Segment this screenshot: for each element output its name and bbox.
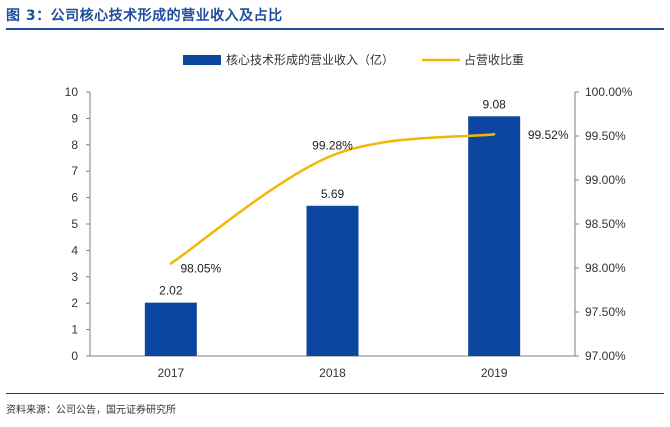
y-left-tick-label: 8: [71, 138, 78, 152]
x-tick-label: 2018: [319, 366, 346, 380]
y-left-tick-label: 0: [71, 349, 78, 363]
y-left-tick-label: 10: [65, 85, 79, 99]
x-tick-label: 2017: [157, 366, 184, 380]
y-left-tick-label: 9: [71, 111, 78, 125]
y-left-tick-label: 3: [71, 270, 78, 284]
line-point: [492, 133, 496, 136]
source-rule: [6, 393, 664, 394]
y-left-tick-label: 5: [71, 217, 78, 231]
line-data-label: 99.52%: [528, 128, 569, 142]
legend-bar-label: 核心技术形成的营业收入（亿）: [226, 52, 394, 67]
legend-line-label: 占营收比重: [464, 52, 524, 67]
y-left-tick-label: 4: [71, 243, 78, 257]
bar-data-label: 5.69: [321, 187, 345, 201]
bar: [468, 116, 521, 357]
y-right-tick-label: 98.50%: [585, 217, 626, 231]
y-right-tick-label: 99.50%: [585, 129, 626, 143]
line-point: [169, 262, 173, 265]
y-right-tick-label: 99.00%: [585, 173, 626, 187]
bar-data-label: 2.02: [159, 284, 183, 298]
line-data-label: 99.28%: [312, 138, 353, 152]
y-right-tick-label: 98.00%: [585, 261, 626, 275]
source-note: 资料来源：公司公告，国元证券研究所: [6, 405, 176, 416]
y-right-tick-label: 97.50%: [585, 305, 626, 319]
bar-series: 2.02 5.69 9.08: [144, 97, 521, 357]
bar: [144, 302, 197, 356]
y-right-tick-label: 97.00%: [585, 349, 626, 363]
line-series: 98.05% 99.28% 99.52%: [169, 128, 569, 276]
x-tick-label: 2019: [481, 366, 508, 380]
line-point: [331, 154, 334, 157]
legend-bar-swatch: [183, 55, 221, 65]
y-left-tick-label: 7: [71, 164, 78, 178]
bar: [306, 205, 359, 356]
legend: 核心技术形成的营业收入（亿） 占营收比重: [183, 52, 524, 67]
bar-data-label: 9.08: [482, 97, 506, 111]
figure-title: 图 3：公司核心技术形成的营业收入及占比: [6, 8, 283, 24]
y-right-tick-label: 100.00%: [585, 85, 633, 99]
line-data-label: 98.05%: [180, 262, 221, 276]
y-left-tick-label: 6: [71, 191, 78, 205]
title-rule: [6, 28, 664, 30]
y-left-tick-label: 2: [71, 296, 78, 310]
y-left-tick-label: 1: [71, 323, 78, 337]
